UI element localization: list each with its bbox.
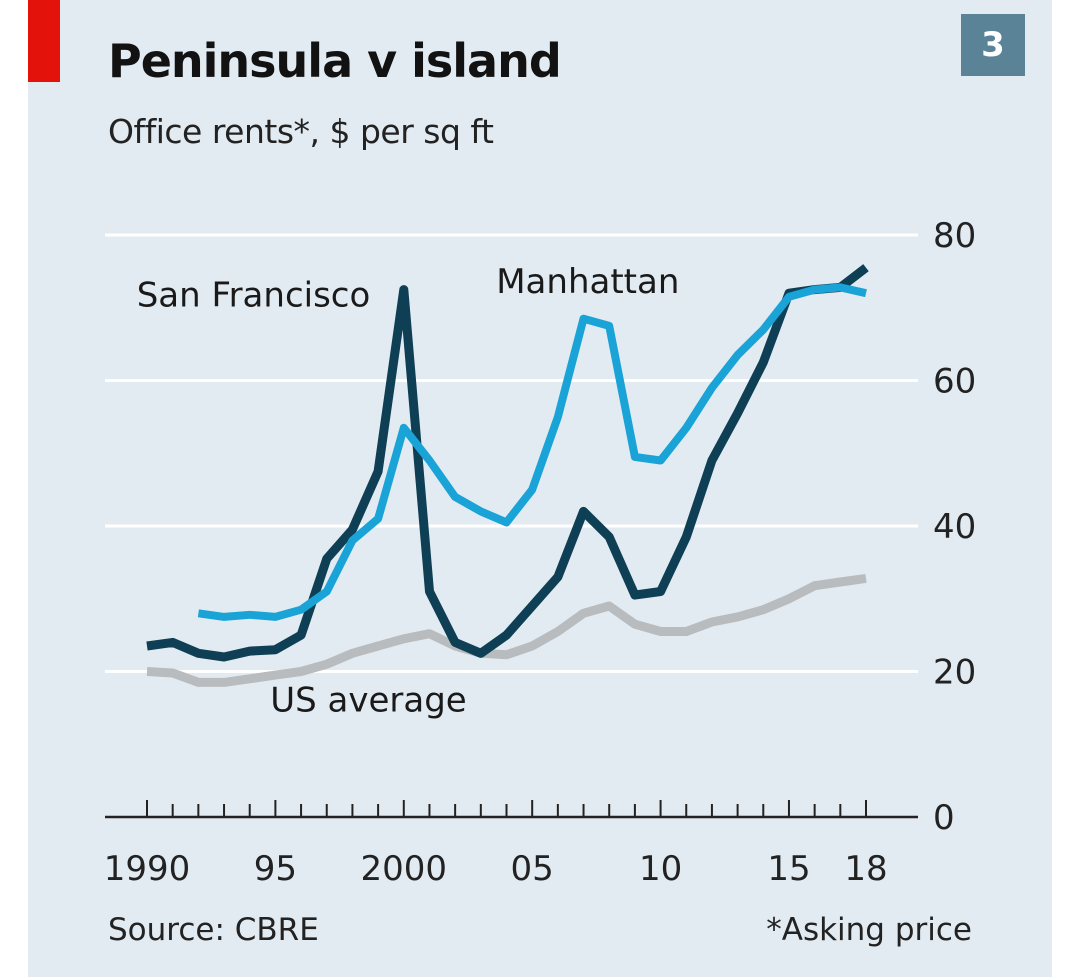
source-note: Source: CBRE (108, 912, 319, 948)
y-tick-label: 0 (933, 798, 955, 838)
y-tick-label: 60 (933, 362, 976, 402)
series-label-us-average: US average (270, 681, 466, 721)
chart-number-badge: 3 (961, 14, 1025, 76)
series-line-san-francisco (146, 264, 869, 662)
x-tick-label: 1990 (104, 849, 191, 889)
x-tick-label: 05 (511, 849, 554, 889)
series-label-san-francisco: San Francisco (137, 275, 371, 315)
series-line-us-average (146, 573, 867, 687)
series-line-manhattan (197, 283, 867, 621)
footnote: *Asking price (766, 912, 972, 948)
chart-subtitle: Office rents*, $ per sq ft (108, 112, 494, 151)
x-axis (105, 800, 918, 819)
y-tick-label: 40 (933, 507, 976, 547)
x-tick-label: 95 (254, 849, 297, 889)
x-tick-label: 10 (639, 849, 682, 889)
y-tick-label: 20 (933, 653, 976, 693)
x-tick-label: 18 (844, 849, 887, 889)
series-label-manhattan: Manhattan (496, 262, 679, 302)
x-tick-label: 15 (767, 849, 810, 889)
label-layer: 0 20 40 60 80 1990 95 2000 05 10 15 18 San Francisco… (104, 216, 977, 889)
brand-red-tab (28, 0, 60, 82)
x-tick-label: 2000 (361, 849, 448, 889)
chart-title: Peninsula v island (108, 34, 562, 88)
y-tick-label: 80 (933, 216, 976, 256)
grid-layer (105, 233, 918, 673)
series-layer (146, 264, 869, 687)
